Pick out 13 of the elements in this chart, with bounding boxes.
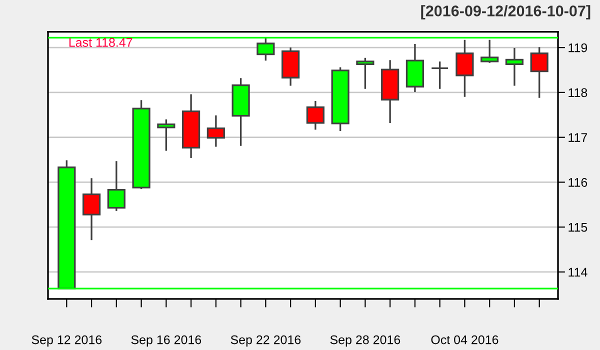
- y-tick-label: 118: [568, 88, 588, 98]
- x-tick-label: Oct 04 2016: [431, 335, 498, 344]
- x-tick-label: Sep 22 2016: [230, 335, 301, 347]
- y-tick-label: 114: [568, 268, 588, 276]
- x-tick-label: Sep 16 2016: [131, 335, 202, 347]
- ref-line-label: Last 118.47: [69, 38, 132, 47]
- y-tick-label: 116: [568, 178, 588, 187]
- x-tick-label: Sep 28 2016: [330, 335, 400, 347]
- y-tick-label: 119: [568, 43, 588, 52]
- y-tick-label: 117: [568, 133, 588, 142]
- y-tick-label: 115: [568, 223, 588, 232]
- x-tick-label: Sep 12 2016: [32, 335, 102, 347]
- chart-title: [2016-09-12/2016-10-07]: [421, 5, 590, 20]
